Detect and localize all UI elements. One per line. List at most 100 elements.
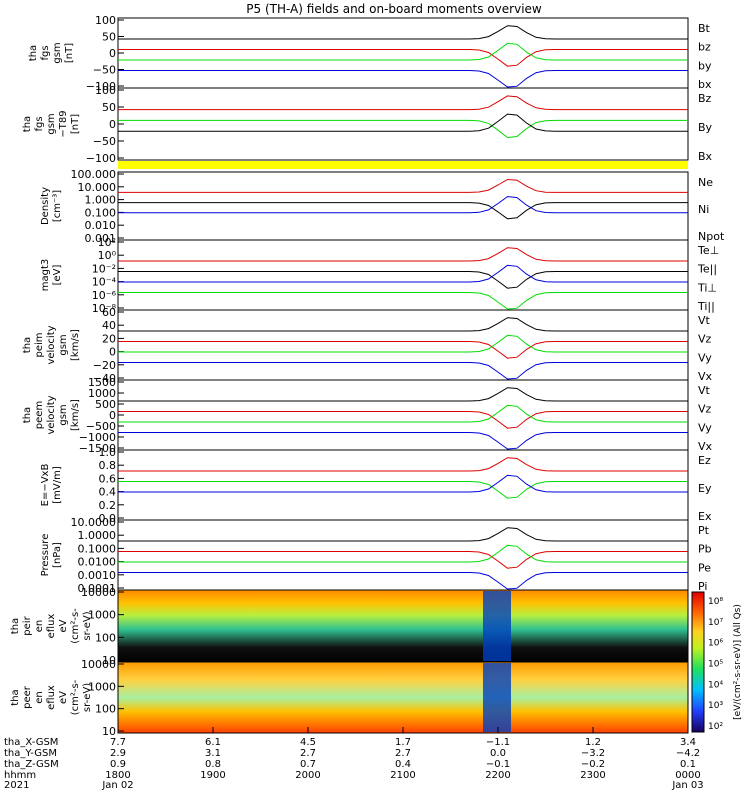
y-tick-label: 10⁻⁸ bbox=[92, 302, 117, 315]
y-axis-label: [km/s] bbox=[70, 329, 81, 361]
y-tick-label: 10⁻² bbox=[92, 262, 116, 275]
y-axis-label: en bbox=[34, 620, 45, 633]
y-tick-label: 100 bbox=[95, 703, 116, 716]
x-row-label: tha_Y-GSM bbox=[4, 748, 57, 759]
legend-Pb: Pb bbox=[698, 543, 712, 556]
y-axis-label: velocity bbox=[46, 325, 57, 364]
legend-Vx: Vx bbox=[698, 370, 713, 383]
panel-frame bbox=[117, 171, 689, 241]
x-row-value: 4.5 bbox=[300, 737, 316, 748]
y-axis-label: magt3 bbox=[40, 259, 51, 292]
series-Pb bbox=[118, 551, 688, 569]
series-Npot bbox=[118, 196, 688, 214]
y-tick-label: 10 bbox=[102, 654, 116, 667]
x-row-value: 0.0 bbox=[490, 748, 506, 759]
y-tick-label: 0.8 bbox=[99, 459, 117, 472]
panel-peir_spectrogram: 10000 1000 100 10 tha peir en eflux eV (cm²-s-sr-… bbox=[10, 586, 689, 667]
y-tick-label: 50 bbox=[102, 31, 116, 44]
x-row-value: 1.2 bbox=[585, 737, 601, 748]
y-tick-label: 0.0100 bbox=[78, 556, 117, 569]
series-Pi bbox=[118, 572, 688, 590]
x-row-value: 0.9 bbox=[110, 759, 126, 770]
y-tick-label: 0.0010 bbox=[78, 569, 117, 582]
legend-Vx: Vx bbox=[698, 440, 713, 453]
series-Te⊥ bbox=[118, 247, 688, 262]
y-tick-label: 0 bbox=[109, 346, 116, 359]
y-axis-label: −T89 bbox=[58, 110, 69, 137]
panel-frame bbox=[117, 449, 689, 521]
y-axis-label: eV bbox=[58, 619, 69, 632]
panel-frame bbox=[117, 87, 689, 161]
series-Te|| bbox=[118, 271, 688, 289]
y-axis-label: tha bbox=[28, 45, 39, 61]
y-axis-label: [cm⁻³] bbox=[52, 190, 63, 222]
panel-fgs_gsm_t89: 100 50 0 −50 −100 tha fgs gsm −T89 [nT] Bz By Bx bbox=[22, 84, 713, 165]
series-Vx bbox=[118, 432, 688, 450]
y-axis-label: peim bbox=[34, 332, 45, 357]
colorbar-tick-label: 10² bbox=[708, 722, 723, 732]
series-Vz bbox=[118, 411, 688, 429]
x-row-label: tha_Z-GSM bbox=[4, 759, 59, 770]
series-Vy bbox=[118, 334, 688, 353]
series-Pt bbox=[118, 527, 688, 542]
y-axis-label: tha bbox=[22, 116, 33, 132]
x-row-value: 6.1 bbox=[205, 737, 221, 748]
x-row-value: 1.7 bbox=[395, 737, 411, 748]
colorbar-label: [eV/(cm²-s-sr-eV)] (All Qs) bbox=[733, 604, 743, 720]
y-axis-label: sr-eV) bbox=[82, 683, 93, 712]
y-tick-label: 100 bbox=[95, 14, 116, 27]
y-tick-label: 0.0001 bbox=[78, 582, 117, 595]
x-row-value: 2200 bbox=[485, 770, 510, 781]
legend-Pe: Pe bbox=[698, 561, 711, 574]
legend-Ez: Ez bbox=[698, 454, 711, 467]
series-by bbox=[118, 42, 688, 61]
y-axis-label: [nT] bbox=[70, 114, 81, 134]
series-Vt bbox=[118, 317, 688, 332]
panel-fgs_gsm: 100 50 0 −50 −100 tha fgs gsm [nT] Bt bz by bx bbox=[28, 14, 712, 93]
legend-Npot: Npot bbox=[698, 230, 725, 243]
series-Ez bbox=[118, 457, 688, 472]
y-axis-label: [nPa] bbox=[52, 542, 63, 568]
y-tick-label: 10⁻⁴ bbox=[92, 276, 117, 289]
legend-Ex: Ex bbox=[698, 510, 712, 523]
x-row-value: 3.1 bbox=[205, 748, 221, 759]
y-tick-label: 10000 bbox=[81, 658, 116, 671]
y-tick-label: 1000 bbox=[88, 680, 116, 693]
legend-Ey: Ey bbox=[698, 482, 712, 495]
y-tick-label: 1.0 bbox=[99, 446, 117, 459]
x-row-value: Jan 02 bbox=[101, 780, 133, 791]
legend-Te||: Te|| bbox=[697, 263, 717, 276]
x-row-value: 2.9 bbox=[110, 748, 126, 759]
legend-Ne: Ne bbox=[698, 176, 713, 189]
figure-title: P5 (TH-A) fields and on-board moments ov… bbox=[246, 2, 542, 16]
y-tick-label: 0.100 bbox=[85, 206, 117, 219]
y-tick-label: 0 bbox=[109, 409, 116, 422]
legend-bz: bz bbox=[698, 41, 711, 54]
y-axis-label: eV bbox=[58, 691, 69, 704]
y-tick-label: −20 bbox=[93, 359, 116, 372]
x-row-label: 2021 bbox=[4, 780, 29, 791]
y-tick-label: 10 bbox=[102, 725, 116, 738]
y-tick-label: 1.000 bbox=[85, 194, 117, 207]
y-tick-label: 10000 bbox=[81, 586, 116, 599]
x-row-value: 2.7 bbox=[395, 748, 411, 759]
y-tick-label: 0.4 bbox=[99, 486, 117, 499]
y-axis-label: (cm²-s- bbox=[70, 679, 81, 715]
status-bar bbox=[118, 161, 688, 169]
y-tick-label: 20 bbox=[102, 332, 116, 345]
crossing-band bbox=[483, 591, 511, 661]
panel-frame bbox=[117, 589, 689, 663]
x-row-value: 2100 bbox=[390, 770, 415, 781]
series-Vt bbox=[118, 387, 688, 402]
series-Ti⊥ bbox=[118, 264, 688, 283]
series-bx bbox=[118, 70, 688, 88]
series-By bbox=[118, 119, 688, 139]
y-tick-label: −100 bbox=[86, 80, 116, 93]
y-tick-label: 60 bbox=[102, 306, 116, 319]
legend-Ti||: Ti|| bbox=[697, 300, 715, 313]
x-row-value: 2000 bbox=[295, 770, 320, 781]
